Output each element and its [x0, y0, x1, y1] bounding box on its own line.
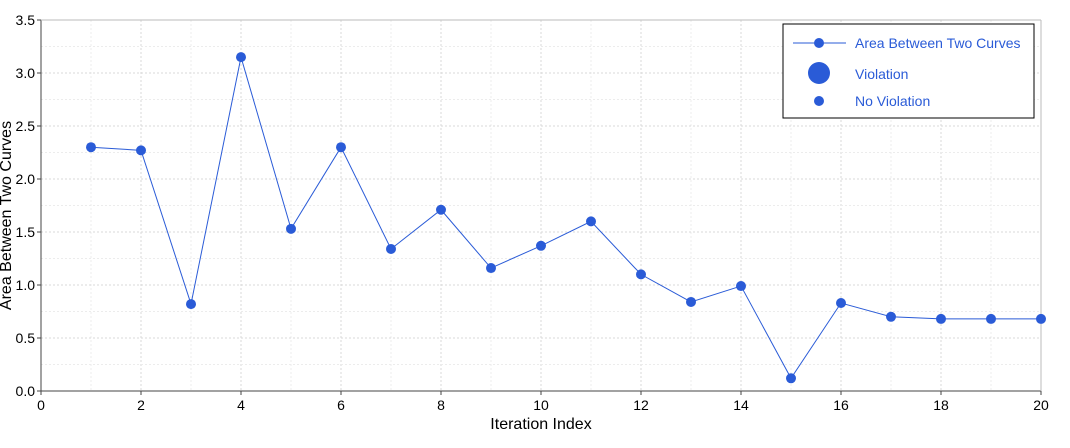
legend-small-dot-icon [814, 96, 824, 106]
y-tick-label: 2.5 [16, 118, 36, 134]
y-tick-label: 1.5 [16, 224, 36, 240]
y-tick-label: 0.5 [16, 330, 36, 346]
y-tick-label: 1.0 [16, 277, 36, 293]
data-point [336, 142, 346, 153]
x-tick-label: 20 [1033, 397, 1049, 413]
legend-large-dot-icon [808, 62, 830, 84]
data-point [436, 204, 446, 215]
x-tick-label: 8 [437, 397, 445, 413]
legend-label-no-violation: No Violation [855, 93, 930, 109]
legend-line-dot-icon [814, 38, 824, 48]
legend-label-series: Area Between Two Curves [855, 35, 1021, 51]
data-point [486, 263, 496, 274]
data-point [186, 299, 196, 310]
legend: Area Between Two Curves Violation No Vio… [782, 23, 1035, 119]
data-point [236, 52, 246, 63]
series-line [90, 56, 1041, 380]
data-point [686, 296, 696, 307]
series-area-between-two-curves [86, 52, 1046, 384]
data-point [986, 313, 996, 324]
x-axis-title: Iteration Index [490, 416, 591, 433]
data-point [586, 216, 596, 227]
legend-label-violation: Violation [855, 66, 908, 82]
y-tick-label: 3.0 [16, 65, 36, 81]
y-tick-label: 2.0 [16, 171, 36, 187]
data-point [136, 145, 146, 156]
data-point [636, 269, 646, 280]
x-tick-label: 0 [37, 397, 45, 413]
data-point [386, 243, 396, 254]
y-tick-label: 0.0 [16, 383, 36, 399]
data-point [1036, 313, 1046, 324]
x-tick-label: 6 [337, 397, 345, 413]
data-point [936, 313, 946, 324]
data-point [736, 281, 746, 292]
data-point [886, 311, 896, 322]
data-point [786, 373, 796, 384]
y-tick-label: 3.5 [16, 12, 36, 28]
x-tick-label: 2 [137, 397, 145, 413]
x-tick-label: 10 [533, 397, 549, 413]
data-point [86, 142, 96, 153]
x-tick-label: 12 [633, 397, 649, 413]
data-point [836, 298, 846, 309]
x-tick-label: 16 [833, 397, 849, 413]
y-axis-title: Area Between Two Curves [0, 121, 15, 310]
data-point [286, 223, 296, 234]
data-point [536, 240, 546, 251]
x-tick-label: 4 [237, 397, 245, 413]
tick-labels: 0 2 4 6 8 10 12 14 16 18 20 0.0 0.5 1.0 1.5 2.0 2.5 3.0 3.… [16, 12, 1049, 413]
x-tick-label: 14 [733, 397, 749, 413]
x-tick-label: 18 [933, 397, 949, 413]
